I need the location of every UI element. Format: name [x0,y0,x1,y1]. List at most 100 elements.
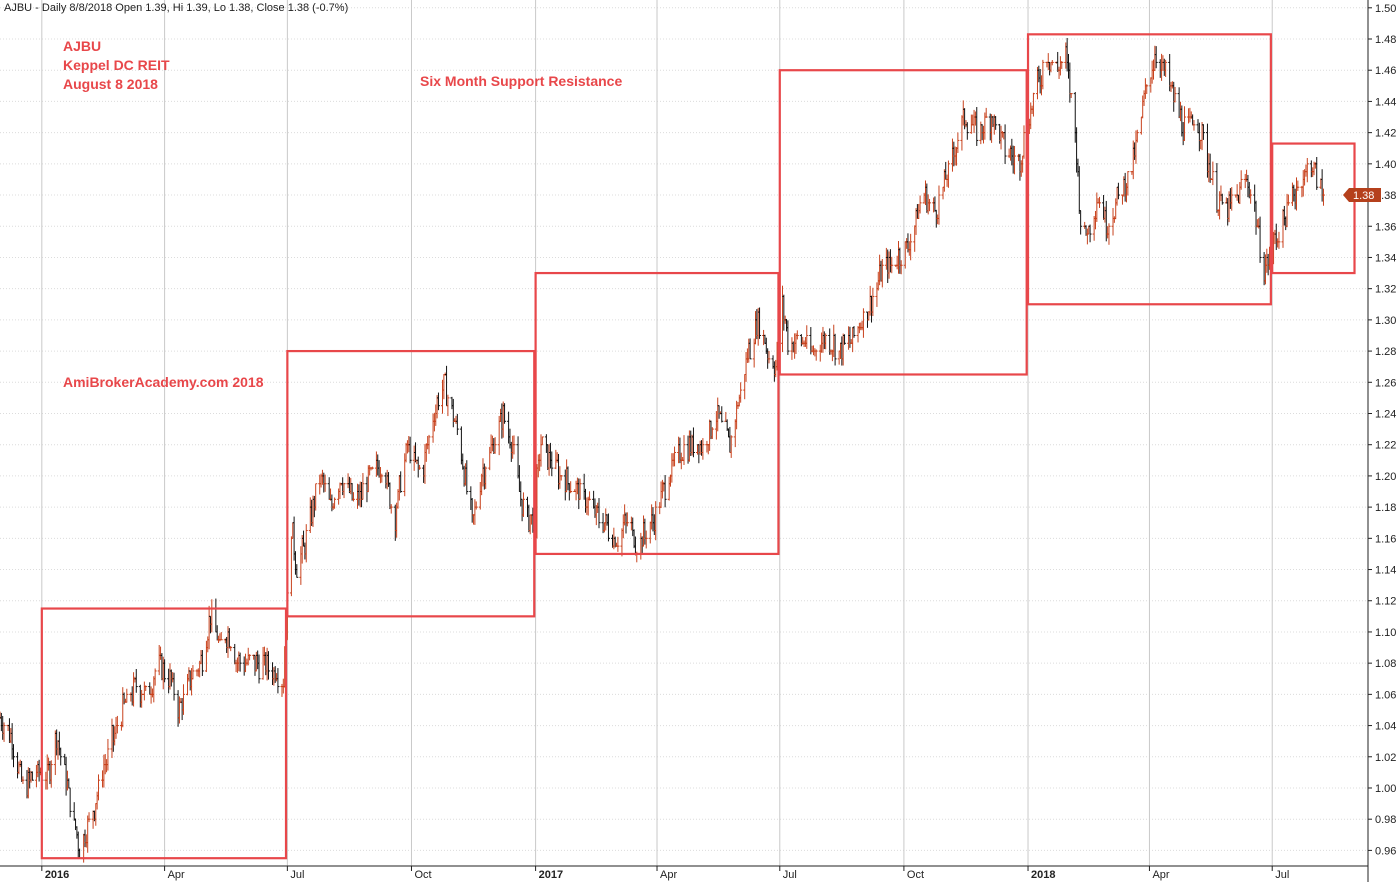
y-tick-label: 1.44 [1375,96,1396,108]
x-axis-ticks: 2016 Apr Jul Oct 2017 Apr Jul Oct 2018 Apr Jul [41,866,1289,881]
y-tick-label: 1.22 [1375,440,1396,452]
support-resistance-box [286,349,536,618]
price-bar [748,338,752,360]
price-bar [163,659,167,683]
price-bar [644,530,648,549]
price-bar [1079,210,1083,235]
y-tick-label: 1.00 [1375,783,1396,795]
price-bar [361,473,365,500]
price-bar [49,760,53,788]
price-bar [465,460,469,495]
price-bar [1088,224,1092,243]
y-axis-ticks: 0.96 0.98 1.00 1.02 1.04 1.06 1.08 1.10 1.12 1.14… [1368,3,1396,857]
price-bar [937,185,941,225]
price-bar [739,382,743,403]
price-bar [68,787,72,818]
y-tick-label: 1.06 [1375,689,1396,701]
price-bar [824,333,828,350]
price-bar [172,672,176,701]
price-bar [474,501,478,510]
price-bar [1192,120,1196,131]
y-tick-label: 1.50 [1375,3,1396,15]
price-bar [1107,223,1111,245]
price-bar [767,350,771,364]
support-resistance-box [534,271,780,556]
price-bar [899,260,903,275]
price-bar [1211,161,1215,186]
price-bar [814,349,818,361]
price-bar [861,308,865,338]
price-bar [219,632,223,641]
price-bar [96,774,100,801]
x-tick-label: 2018 [1031,869,1055,881]
price-bar [673,446,677,467]
price-bar [191,665,195,680]
price-bar [418,464,422,470]
price-bar [1296,180,1300,191]
price-bar [1321,188,1325,206]
price-bar [1060,61,1064,69]
y-tick-label: 1.28 [1375,346,1396,358]
price-bar [569,481,573,494]
chart-header-title: AJBU - Daily 8/8/2018 Open 1.39, Hi 1.39… [4,2,348,14]
price-bar [682,435,686,465]
watermark-label: AmiBrokerAcademy.com 2018 [63,374,264,390]
price-bar [729,435,733,458]
price-bar [559,474,563,481]
price-bar [1173,86,1177,103]
price-bar [1230,187,1234,211]
price-bar [304,524,308,563]
y-tick-label: 1.48 [1375,34,1396,46]
price-bar [229,645,233,652]
price-bar [142,681,146,701]
y-tick-label: 1.24 [1375,408,1396,420]
y-tick-label: 1.02 [1375,752,1396,764]
price-bar [540,436,544,446]
x-tick-label: Oct [414,869,431,881]
price-bar [843,334,847,345]
price-bar [1201,124,1205,140]
price-bar [1277,231,1281,249]
price-bar [1069,93,1073,99]
price-bar [1126,171,1130,196]
price-bar [654,501,658,541]
y-tick-label: 1.32 [1375,284,1396,296]
price-bar [786,320,790,355]
price-bar [984,107,988,118]
price-bar [710,427,714,439]
price-bar [72,802,76,821]
y-tick-label: 1.34 [1375,252,1396,264]
price-bar [880,258,884,288]
y-tick-label: 1.46 [1375,65,1396,77]
last-price-badge: 1.38 [1343,188,1381,203]
price-bar [408,436,412,464]
price-bar [11,744,15,768]
price-bar [975,107,979,146]
y-tick-label: 1.14 [1375,565,1396,577]
company-label: Keppel DC REIT [63,57,170,73]
price-bar [1041,59,1045,90]
price-bar [446,394,450,417]
price-bar [928,198,932,212]
price-bar [455,413,459,436]
price-bar [134,668,138,693]
price-bar [1154,46,1158,69]
x-tick-label: Jul [783,869,797,881]
y-tick-label: 1.12 [1375,596,1396,608]
y-tick-label: 0.96 [1375,845,1396,857]
price-bar [333,497,337,509]
price-bar [484,466,488,489]
price-bar [1239,170,1243,190]
price-bar [625,512,629,527]
price-bar [512,435,516,455]
support-resistance-boxes [40,33,1356,860]
price-bar [956,132,960,153]
price-bar [125,688,129,703]
y-tick-label: 1.26 [1375,377,1396,389]
x-tick-label: Apr [168,869,185,881]
price-bar [663,475,667,508]
price-bar [342,482,346,499]
price-bar [153,668,157,686]
price-bar [2,722,6,742]
price-bar [1249,189,1253,204]
